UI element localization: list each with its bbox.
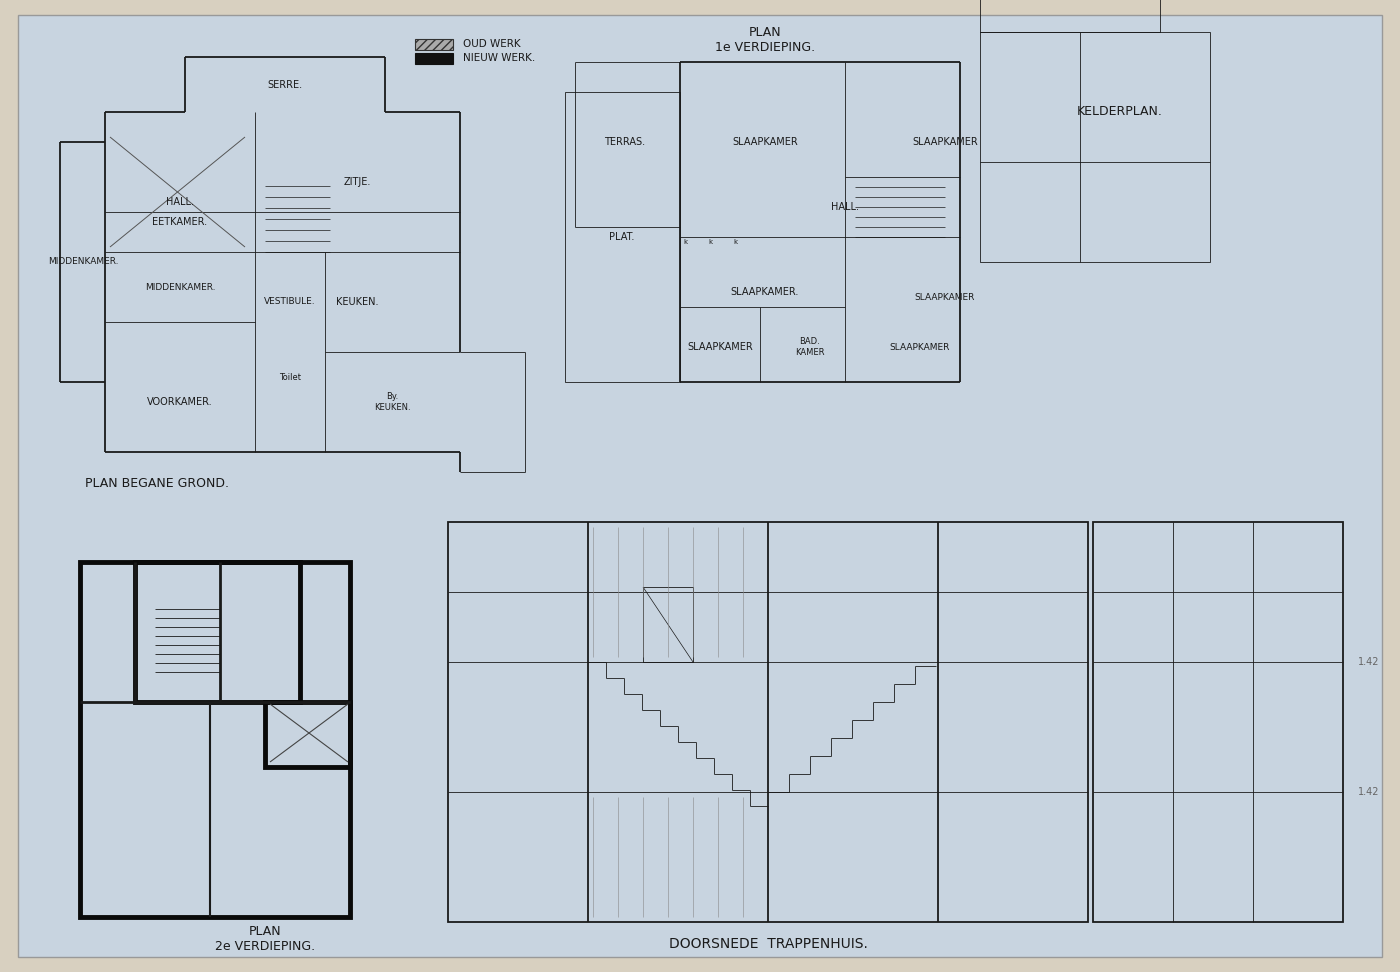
Text: KEUKEN.: KEUKEN. — [336, 297, 378, 307]
Text: k: k — [683, 239, 687, 245]
Bar — [448, 522, 1088, 922]
Text: SLAAPKAMER: SLAAPKAMER — [687, 342, 753, 352]
Bar — [414, 39, 454, 50]
Text: SLAAPKAMER.: SLAAPKAMER. — [731, 287, 799, 297]
Text: k: k — [734, 239, 736, 245]
Text: VOORKAMER.: VOORKAMER. — [147, 397, 213, 407]
Text: SLAAPKAMER: SLAAPKAMER — [732, 137, 798, 147]
Text: TERRAS.: TERRAS. — [605, 137, 645, 147]
Bar — [414, 53, 454, 64]
Text: k: k — [708, 239, 713, 245]
Text: KELDERPLAN.: KELDERPLAN. — [1077, 106, 1163, 119]
Bar — [134, 562, 300, 702]
Text: By.
KEUKEN.: By. KEUKEN. — [374, 393, 410, 412]
Text: HALL.: HALL. — [167, 197, 195, 207]
Text: SERRE.: SERRE. — [267, 80, 302, 90]
Text: OUD WERK: OUD WERK — [463, 40, 521, 50]
Bar — [980, 0, 1161, 32]
Text: HALL.: HALL. — [832, 202, 860, 212]
Text: NIEUW WERK.: NIEUW WERK. — [463, 53, 535, 63]
Bar — [643, 587, 693, 662]
Text: PLAN BEGANE GROND.: PLAN BEGANE GROND. — [85, 477, 230, 491]
Text: VESTIBULE.: VESTIBULE. — [265, 297, 316, 306]
Text: ZITJE.: ZITJE. — [343, 177, 371, 187]
Text: 1.42: 1.42 — [1358, 657, 1379, 667]
Bar — [980, 32, 1210, 262]
Text: PLAN
2e VERDIEPING.: PLAN 2e VERDIEPING. — [216, 925, 315, 953]
Text: MIDDENKAMER.: MIDDENKAMER. — [48, 258, 118, 266]
Bar — [1093, 522, 1343, 922]
Text: DOORSNEDE  TRAPPENHUIS.: DOORSNEDE TRAPPENHUIS. — [669, 937, 868, 951]
Text: PLAT.: PLAT. — [609, 232, 634, 242]
Bar — [566, 92, 680, 382]
Text: MIDDENKAMER.: MIDDENKAMER. — [144, 283, 216, 292]
Text: SLAAPKAMER: SLAAPKAMER — [913, 137, 977, 147]
Text: Toilet: Toilet — [279, 372, 301, 381]
Text: SLAAPKAMER: SLAAPKAMER — [914, 293, 976, 301]
Text: PLAN
1e VERDIEPING.: PLAN 1e VERDIEPING. — [715, 26, 815, 54]
Text: EETKAMER.: EETKAMER. — [153, 217, 207, 227]
Bar — [265, 702, 350, 767]
Text: BAD.
KAMER: BAD. KAMER — [795, 337, 825, 357]
Text: 1.42: 1.42 — [1358, 787, 1379, 797]
Text: SLAAPKAMER: SLAAPKAMER — [890, 342, 951, 352]
Bar — [80, 562, 350, 917]
